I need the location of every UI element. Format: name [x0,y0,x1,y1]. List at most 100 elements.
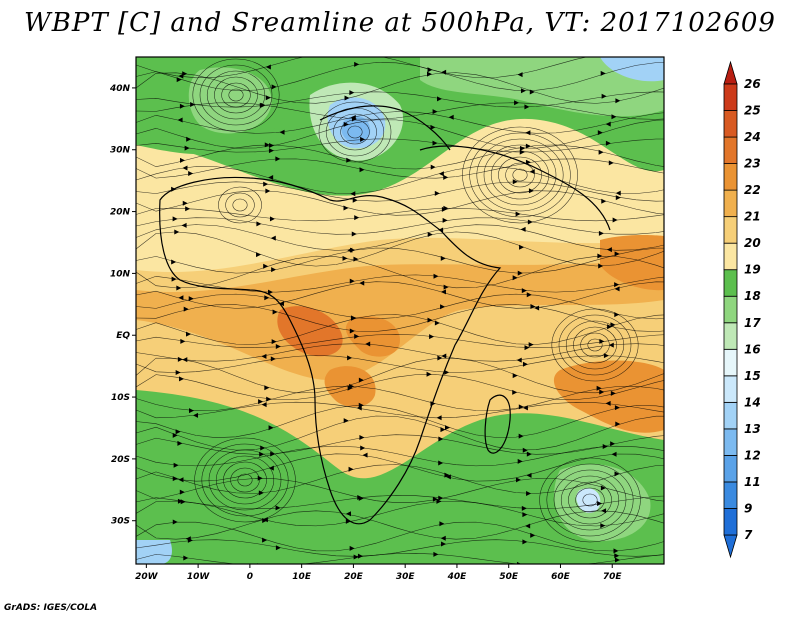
vortex-ring [232,198,248,212]
streamline [136,181,664,202]
streamline-arrow [271,84,277,90]
streamline-arrow [608,160,614,166]
vortex-ring [565,320,625,370]
streamline-arrow [436,415,442,421]
streamline-arrow [526,491,532,497]
streamline [136,190,664,216]
streamline-arrow [448,114,454,120]
streamline-arrow [517,458,523,464]
streamline-arrow [514,100,520,106]
streamline [136,144,664,170]
streamline-arrow [270,235,276,241]
streamline-arrow [438,460,444,466]
streamline-arrow [271,267,277,273]
streamline-arrow [365,341,371,347]
streamline-arrow [190,102,196,108]
colorbar-label: 24 [744,130,761,144]
streamline-arrow [522,539,528,545]
streamline-arrow [265,95,271,101]
x-axis-ticks: 20W 10W 0 10E 20E 30E 40E 50E 60E 70E [135,564,622,582]
y-tick-label: 10N [110,269,131,279]
y-tick-label: 20N [110,208,131,218]
streamline-arrow [525,159,531,165]
colorbar-label: 20 [744,236,761,250]
streamline-arrow [444,425,450,431]
colorbar-box [723,428,738,456]
streamline-arrow [349,328,355,334]
streamline-arrow [445,474,451,480]
streamline-arrow [265,188,271,194]
vortex-ring [587,338,603,352]
streamline-arrow [188,296,194,302]
streamline-arrow [512,389,518,395]
streamline-arrow [610,390,616,396]
colorbar-box [723,322,738,350]
streamline-arrow [524,104,530,110]
streamline-arrow [359,280,365,286]
vortex-ring [539,457,641,543]
streamline-arrow [179,489,185,495]
streamline-arrow [350,191,356,197]
streamline [136,495,664,509]
vortex-ring [568,481,612,519]
streamline-arrow [512,179,518,185]
vortex-ring [498,156,542,194]
streamline-arrow [180,338,186,344]
colorbar-label: 9 [744,501,752,515]
streamline-arrow [432,109,438,115]
x-tick-label: 20E [344,572,364,582]
streamline-arrow [269,216,275,222]
colorbar-label: 23 [744,157,761,171]
streamline-arrow [278,301,284,307]
colorbar-label: 16 [744,342,761,356]
streamline-arrow [350,115,356,121]
colorbar-label: 25 [744,104,761,118]
colorbar-label: 15 [744,369,761,383]
vortex-ring [206,70,266,120]
streamline-arrow [427,232,433,238]
streamline-arrow [351,231,357,237]
streamline-arrow [528,342,534,348]
streamline-arrow [430,124,436,130]
streamline-arrow [600,70,606,76]
x-tick-label: 30E [396,572,416,582]
vortex-ring [237,473,253,487]
streamline-arrow [172,216,178,222]
colorbar-box [723,348,738,377]
streamline-arrow [601,93,607,99]
streamline-arrow [615,195,621,201]
y-tick-label: 30S [111,517,130,527]
streamline-arrow [350,247,356,253]
streamline-arrow [349,90,355,96]
colorbar-label: 13 [744,422,761,436]
streamline-arrow [343,418,349,424]
streamline-arrow [265,64,271,70]
streamline-arrow [256,252,262,258]
vortex-ring [580,332,610,358]
streamline-arrow [262,537,268,543]
vortex-ring [573,326,617,364]
x-tick-label: 60E [551,572,571,582]
streamline [136,445,664,467]
streamline-arrow [279,129,285,135]
streamline-arrow [268,148,274,154]
streamline-arrow [515,477,521,483]
streamline-arrow [269,143,275,149]
streamline-arrow [515,211,521,217]
streamline-arrow [357,494,363,500]
streamline-arrow [615,98,621,104]
streamline-arrow [611,114,617,120]
streamline [136,386,664,411]
streamline-arrow [172,432,178,438]
y-tick-label: 10S [111,393,130,403]
streamline-arrow [262,517,268,523]
streamline-arrow [530,532,536,538]
streamline-arrow [436,498,442,504]
colorbar-box [723,481,738,509]
chart-title: WBPT [C] and Sreamline at 500hPa, VT: 20… [24,8,776,38]
streamline-arrow [268,175,274,181]
colorbar-box [723,83,738,111]
streamline-arrow [520,226,526,232]
vortex-ring [575,487,605,513]
x-tick-label: 10W [187,572,211,582]
